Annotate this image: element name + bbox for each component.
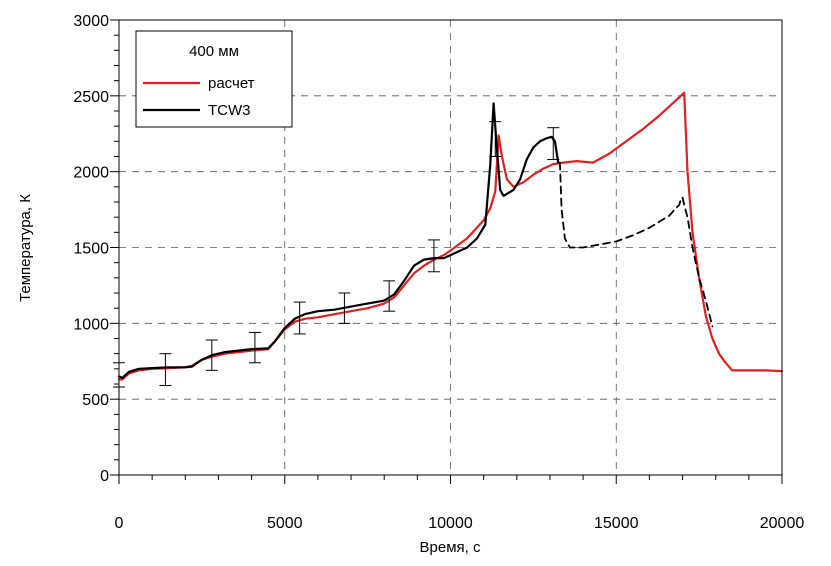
series-line-tcw3-dashed (559, 161, 714, 328)
x-tick-label: 10000 (428, 515, 473, 532)
x-tick-label: 20000 (760, 515, 805, 532)
tick-labels: 0 5000 10000 15000 20000 0 500 1000 1500 2000 2500… (73, 13, 804, 532)
legend-label-tcw3: TCW3 (208, 102, 251, 119)
error-bars (113, 121, 560, 388)
y-axis-title: Температура, К (17, 194, 34, 302)
x-tick-label: 5000 (267, 515, 303, 532)
x-tick-label: 15000 (594, 515, 639, 532)
legend: 400 мм расчет TCW3 (135, 30, 293, 128)
legend-label-raschet: расчет (208, 75, 255, 92)
y-tick-label: 2000 (73, 165, 109, 182)
series-line-tcw3 (117, 102, 560, 379)
legend-title: 400 мм (189, 43, 239, 60)
y-tick-label: 2500 (73, 89, 109, 106)
y-tick-label: 1500 (73, 241, 109, 258)
x-axis-title: Время, с (420, 539, 481, 556)
y-tick-label: 500 (82, 392, 109, 409)
y-tick-label: 1000 (73, 316, 109, 333)
y-tick-label: 3000 (73, 13, 109, 30)
plot-frame (118, 19, 783, 476)
y-tick-label: 0 (100, 468, 109, 485)
x-tick-label: 0 (115, 515, 124, 532)
axis-ticks (110, 19, 783, 484)
series-group (117, 91, 784, 381)
